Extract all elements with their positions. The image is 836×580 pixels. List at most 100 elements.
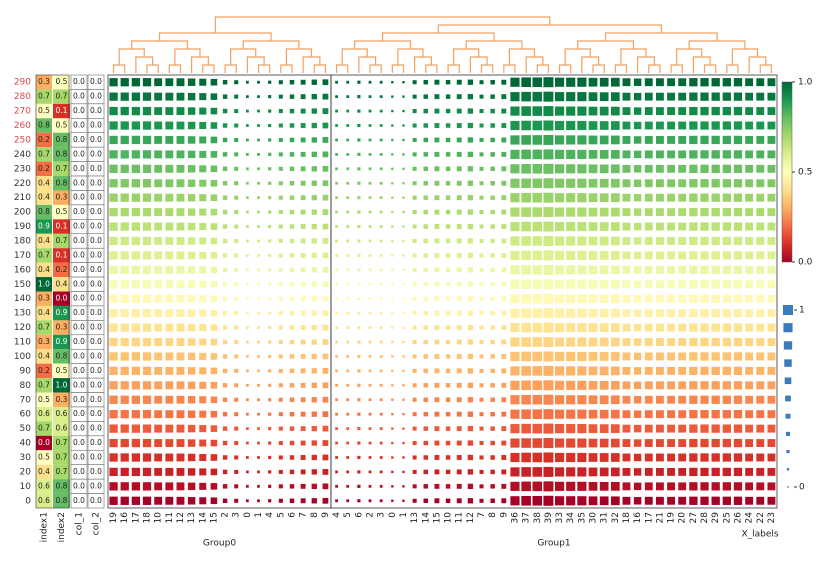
heatmap-cell: [456, 354, 462, 359]
annotation-cell: [36, 204, 52, 220]
heatmap-cell: [412, 152, 417, 157]
y-tick-label: 20: [20, 467, 32, 477]
annotation-cell: [36, 89, 52, 104]
heatmap-cell: [711, 222, 720, 231]
heatmap-cell: [521, 149, 531, 160]
heatmap-cell: [257, 427, 260, 431]
heatmap-cell: [555, 193, 565, 203]
heatmap-cell: [322, 497, 329, 504]
heatmap-cell: [543, 149, 554, 160]
heatmap-cell: [357, 398, 361, 402]
heatmap-cell: [357, 181, 361, 185]
heatmap-cell: [222, 411, 228, 417]
dendrogram-link: [230, 48, 257, 65]
annotation-value: 0.0: [73, 236, 85, 245]
heatmap-cell: [300, 310, 306, 316]
dendrogram-link: [592, 64, 605, 73]
heatmap-cell: [689, 179, 698, 188]
heatmap-cell: [154, 121, 163, 130]
heatmap-cell: [412, 80, 417, 85]
heatmap-cell: [109, 323, 118, 332]
heatmap-cell: [543, 409, 554, 420]
heatmap-cell: [733, 410, 743, 419]
heatmap-cell: [456, 79, 462, 85]
heatmap-cell: [412, 181, 417, 186]
heatmap-cell: [245, 355, 249, 358]
heatmap-cell: [379, 484, 383, 488]
heatmap-cell: [289, 123, 295, 128]
y-tick-label: 70: [20, 395, 32, 405]
heatmap-cell: [622, 323, 631, 332]
dendrogram-link: [637, 56, 655, 73]
heatmap-cell: [711, 438, 720, 448]
x-tick-label: 19: [667, 512, 677, 524]
heatmap-cell: [588, 251, 598, 260]
heatmap-cell: [722, 381, 731, 390]
heatmap-cell: [268, 311, 272, 315]
heatmap-cell: [300, 483, 306, 489]
size-legend-square: [784, 377, 792, 385]
y-tick-label: 220: [14, 179, 31, 189]
heatmap-cell: [391, 225, 394, 228]
heatmap-cell: [379, 80, 383, 84]
heatmap-cell: [434, 382, 440, 388]
heatmap-cell: [633, 78, 642, 86]
heatmap-cell: [222, 238, 228, 244]
heatmap-cell: [510, 149, 520, 159]
heatmap-cell: [521, 221, 531, 232]
heatmap-cell: [423, 209, 429, 215]
heatmap-cell: [335, 456, 338, 459]
heatmap-cell: [599, 352, 609, 361]
heatmap-cell: [268, 427, 272, 431]
heatmap-cell: [733, 179, 743, 188]
heatmap-cell: [700, 222, 709, 231]
heatmap-cell: [434, 325, 440, 331]
heatmap-cell: [434, 137, 440, 143]
dendrogram-link: [118, 48, 145, 65]
heatmap-cell: [245, 138, 249, 142]
heatmap-cell: [176, 136, 185, 144]
heatmap-cell: [187, 424, 196, 433]
heatmap-cell: [633, 121, 642, 130]
heatmap-cell: [588, 481, 598, 491]
heatmap-cell: [346, 196, 350, 200]
heatmap-cell: [700, 467, 709, 477]
annotation-value: 0.0: [90, 193, 102, 202]
heatmap-cell: [176, 338, 185, 346]
heatmap-cell: [245, 109, 249, 113]
heatmap-cell: [154, 136, 163, 144]
heatmap-cell: [577, 452, 587, 463]
heatmap-cell: [467, 397, 474, 403]
x-tick-label: 20: [678, 512, 688, 524]
heatmap-cell: [678, 107, 687, 116]
heatmap-cell: [745, 338, 754, 346]
heatmap-cell: [176, 381, 185, 390]
heatmap-cell: [346, 152, 350, 156]
heatmap-cell: [490, 426, 495, 431]
heatmap-cell: [599, 467, 609, 477]
heatmap-cell: [655, 395, 664, 404]
heatmap-cell: [667, 136, 676, 144]
heatmap-cell: [756, 280, 765, 289]
heatmap-cell: [165, 395, 174, 404]
heatmap-cell: [745, 424, 754, 433]
heatmap-cell: [610, 207, 620, 217]
heatmap-cell: [501, 180, 507, 186]
heatmap-cell: [543, 452, 554, 463]
heatmap-cell: [391, 167, 394, 170]
heatmap-cell: [678, 164, 687, 173]
annotation-value: 0.0: [90, 279, 102, 288]
heatmap-cell: [199, 78, 207, 86]
annotation-value: 0.6: [38, 481, 50, 490]
heatmap-cell: [412, 325, 417, 330]
heatmap-cell: [745, 208, 754, 217]
heatmap-cell: [445, 411, 451, 417]
heatmap-cell: [268, 167, 272, 171]
heatmap-cell: [222, 484, 228, 489]
heatmap-cell: [391, 369, 394, 373]
heatmap-cell: [210, 194, 218, 201]
heatmap-cell: [510, 135, 520, 145]
heatmap-cell: [678, 381, 687, 390]
heatmap-cell: [322, 93, 329, 100]
heatmap-cell: [456, 281, 462, 287]
